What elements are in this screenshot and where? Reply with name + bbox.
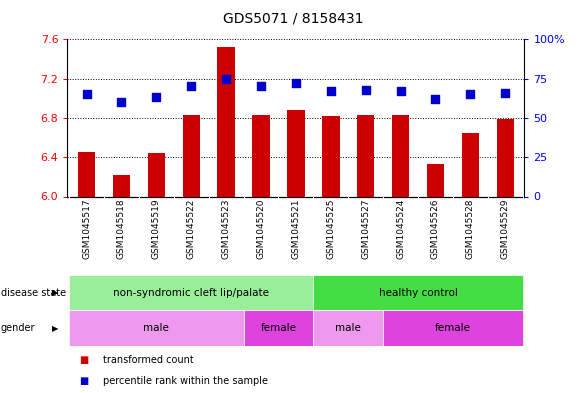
Text: GSM1045525: GSM1045525 <box>326 199 335 259</box>
Bar <box>314 310 383 346</box>
Bar <box>217 47 235 196</box>
Point <box>326 88 336 94</box>
Text: GSM1045523: GSM1045523 <box>222 199 231 259</box>
Point <box>466 91 475 97</box>
Text: percentile rank within the sample: percentile rank within the sample <box>103 376 268 386</box>
Text: GSM1045527: GSM1045527 <box>361 199 370 259</box>
Text: GSM1045528: GSM1045528 <box>466 199 475 259</box>
Point <box>500 90 510 96</box>
Bar <box>392 115 410 196</box>
Bar <box>148 153 165 196</box>
Text: gender: gender <box>1 323 35 333</box>
Point <box>152 94 161 101</box>
Text: ■: ■ <box>79 355 88 365</box>
Bar <box>78 152 96 196</box>
Text: GSM1045518: GSM1045518 <box>117 199 126 259</box>
Text: female: female <box>435 323 471 333</box>
Text: healthy control: healthy control <box>379 288 458 298</box>
Bar <box>427 164 444 196</box>
Text: GSM1045524: GSM1045524 <box>396 199 405 259</box>
Bar <box>322 116 339 196</box>
Point <box>222 75 231 82</box>
Text: GDS5071 / 8158431: GDS5071 / 8158431 <box>223 12 363 26</box>
Bar <box>253 115 270 196</box>
Text: GSM1045521: GSM1045521 <box>291 199 301 259</box>
Bar <box>113 175 130 196</box>
Text: male: male <box>335 323 361 333</box>
Bar <box>357 115 374 196</box>
Text: disease state: disease state <box>1 288 66 298</box>
Bar <box>69 275 314 310</box>
Bar <box>244 310 314 346</box>
Point <box>291 80 301 86</box>
Text: GSM1045522: GSM1045522 <box>187 199 196 259</box>
Text: GSM1045526: GSM1045526 <box>431 199 440 259</box>
Point <box>431 96 440 102</box>
Bar <box>383 310 523 346</box>
Point <box>186 83 196 90</box>
Text: ▶: ▶ <box>52 324 58 332</box>
Text: ■: ■ <box>79 376 88 386</box>
Text: GSM1045519: GSM1045519 <box>152 199 161 259</box>
Text: transformed count: transformed count <box>103 355 193 365</box>
Text: female: female <box>261 323 297 333</box>
Text: GSM1045529: GSM1045529 <box>501 199 510 259</box>
Point <box>82 91 91 97</box>
Point <box>361 86 370 93</box>
Bar <box>314 275 523 310</box>
Bar <box>287 110 305 196</box>
Text: non-syndromic cleft lip/palate: non-syndromic cleft lip/palate <box>113 288 269 298</box>
Bar <box>182 115 200 196</box>
Text: ▶: ▶ <box>52 288 58 297</box>
Point <box>256 83 265 90</box>
Text: GSM1045517: GSM1045517 <box>82 199 91 259</box>
Point <box>396 88 406 94</box>
Point <box>117 99 126 105</box>
Bar <box>69 310 244 346</box>
Bar <box>496 119 514 196</box>
Text: male: male <box>144 323 169 333</box>
Bar <box>462 132 479 196</box>
Text: GSM1045520: GSM1045520 <box>257 199 265 259</box>
